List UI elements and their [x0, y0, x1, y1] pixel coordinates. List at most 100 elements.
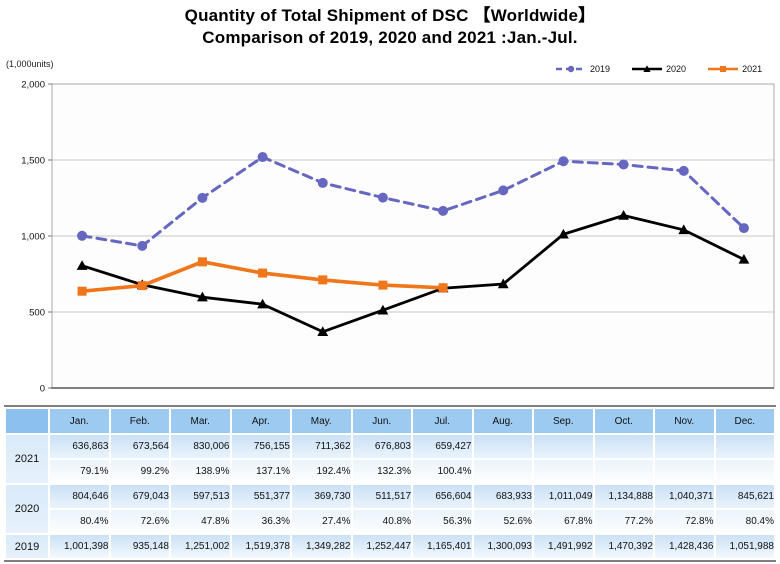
chart-title: Quantity of Total Shipment of DSC 【World…: [184, 6, 596, 25]
value-cell-2021-sep: [534, 435, 593, 458]
month-header-apr: Apr.: [231, 409, 290, 433]
value-cell-2020-apr: 551,377: [231, 485, 290, 508]
series-marker-2019: [558, 156, 569, 167]
value-cell-2021-oct: [594, 435, 653, 458]
series-marker-2019: [257, 152, 268, 163]
y-tick-label: 1,500: [21, 156, 45, 167]
month-header-feb: Feb.: [110, 409, 169, 433]
percent-cell-2021-oct: [594, 460, 653, 483]
percent-cell-2020-mar: 47.8%: [171, 510, 230, 533]
series-marker-2019: [137, 240, 148, 251]
series-marker-2021: [197, 257, 207, 267]
percent-cell-2020-may: 27.4%: [292, 510, 351, 533]
value-cell-2020-sep: 1,011,049: [534, 485, 593, 508]
series-marker-2021: [318, 275, 328, 285]
percent-cell-2021-mar: 138.9%: [171, 460, 230, 483]
percent-cell-2020-jul: 56.3%: [413, 510, 472, 533]
series-marker-2019: [77, 230, 88, 241]
value-cell-2020-nov: 1,040,371: [655, 485, 714, 508]
percent-cell-2020-jan: 80.4%: [50, 510, 109, 533]
line-chart: 0 500 1,000 1,500 2,000: [21, 80, 775, 395]
series-marker-2020: [76, 260, 88, 270]
series-marker-2021: [438, 283, 448, 293]
value-cell-2019-feb: 935,148: [110, 535, 169, 558]
series-marker-2020: [497, 278, 509, 289]
legend-item-2021: 2021: [708, 64, 762, 74]
chart-subtitle: Comparison of 2019, 2020 and 2021 :Jan.-…: [202, 28, 578, 47]
month-header-jan: Jan.: [50, 409, 109, 433]
value-cell-2020-aug: 683,933: [473, 485, 532, 508]
year-label-2020: 2020: [6, 485, 48, 533]
month-header-dec: Dec.: [715, 409, 774, 433]
series-marker-2021: [378, 280, 388, 290]
percent-cell-2020-jun: 40.8%: [352, 510, 411, 533]
value-cell-2019-aug: 1,300,093: [473, 535, 532, 558]
series-marker-2019: [738, 223, 749, 234]
y-tick-label: 1,000: [21, 232, 45, 243]
percent-cell-2021-sep: [534, 460, 593, 483]
percent-cell-2020-aug: 52.6%: [473, 510, 532, 533]
legend-label-2020: 2020: [666, 64, 687, 74]
percent-cell-2021-nov: [655, 460, 714, 483]
page-title: Quantity of Total Shipment of DSC 【World…: [0, 5, 780, 49]
year-label-2019: 2019: [6, 535, 48, 558]
legend-item-2020: 2020: [632, 64, 686, 74]
year-label-2021: 2021: [6, 435, 48, 483]
month-header-nov: Nov.: [655, 409, 714, 433]
percent-cell-2020-nov: 72.8%: [655, 510, 714, 533]
month-header-jun: Jun.: [352, 409, 411, 433]
series-marker-2019: [377, 192, 388, 203]
series-marker-2019: [317, 177, 328, 188]
value-cell-2020-jan: 804,646: [50, 485, 109, 508]
series-marker-2020: [317, 326, 329, 337]
value-cell-2020-oct: 1,134,888: [594, 485, 653, 508]
value-cell-2021-apr: 756,155: [231, 435, 290, 458]
table-corner-cell: [6, 409, 48, 433]
series-marker-2019: [438, 205, 449, 216]
value-cell-2021-aug: [473, 435, 532, 458]
percent-cell-2021-apr: 137.1%: [231, 460, 290, 483]
value-cell-2020-jul: 656,604: [413, 485, 472, 508]
value-cell-2021-jul: 659,427: [413, 435, 472, 458]
series-marker-2020: [558, 228, 569, 239]
month-header-aug: Aug.: [473, 409, 532, 433]
series-marker-2020: [377, 304, 389, 315]
legend-circle-line-icon: [556, 65, 586, 73]
percent-cell-2021-jul: 100.4%: [413, 460, 472, 483]
legend-label-2021: 2021: [742, 64, 763, 74]
series-marker-2020: [257, 298, 268, 309]
percent-cell-2020-feb: 72.6%: [110, 510, 169, 533]
percent-cell-2021-jan: 79.1%: [50, 460, 109, 483]
percent-cell-2020-sep: 67.8%: [534, 510, 593, 533]
value-cell-2021-may: 711,362: [292, 435, 351, 458]
y-tick-label: 500: [29, 308, 45, 319]
series-marker-2021: [77, 286, 87, 296]
series-marker-2020: [197, 291, 208, 302]
y-tick-label: 0: [40, 384, 45, 395]
value-cell-2019-jun: 1,252,447: [352, 535, 411, 558]
value-cell-2019-apr: 1,519,378: [231, 535, 290, 558]
value-cell-2019-jul: 1,165,401: [413, 535, 472, 558]
series-marker-2019: [498, 185, 509, 196]
value-cell-2019-mar: 1,251,002: [171, 535, 230, 558]
y-axis-units-label: (1,000units): [6, 59, 54, 69]
value-cell-2021-mar: 830,006: [171, 435, 230, 458]
value-cell-2020-jun: 511,517: [352, 485, 411, 508]
series-marker-2021: [258, 268, 268, 278]
series-marker-2019: [618, 159, 629, 170]
data-table-wrapper: Jan. Feb. Mar. Apr. May. Jun. Jul. Aug. Sep. Oct.…: [4, 405, 776, 562]
legend-square-line-icon: [708, 66, 739, 72]
series-marker-2020: [678, 224, 690, 235]
month-header-mar: Mar.: [171, 409, 230, 433]
series-marker-2019: [197, 192, 208, 203]
percent-cell-2020-apr: 36.3%: [231, 510, 290, 533]
value-cell-2019-dec: 1,051,988: [715, 535, 774, 558]
month-header-may: May.: [292, 409, 351, 433]
percent-cell-2021-jun: 132.3%: [352, 460, 411, 483]
legend-label-2019: 2019: [590, 64, 611, 74]
y-tick-label: 2,000: [21, 80, 45, 91]
value-cell-2019-may: 1,349,282: [292, 535, 351, 558]
value-cell-2019-jan: 1,001,398: [50, 535, 109, 558]
month-header-sep: Sep.: [534, 409, 593, 433]
value-cell-2019-oct: 1,470,392: [594, 535, 653, 558]
